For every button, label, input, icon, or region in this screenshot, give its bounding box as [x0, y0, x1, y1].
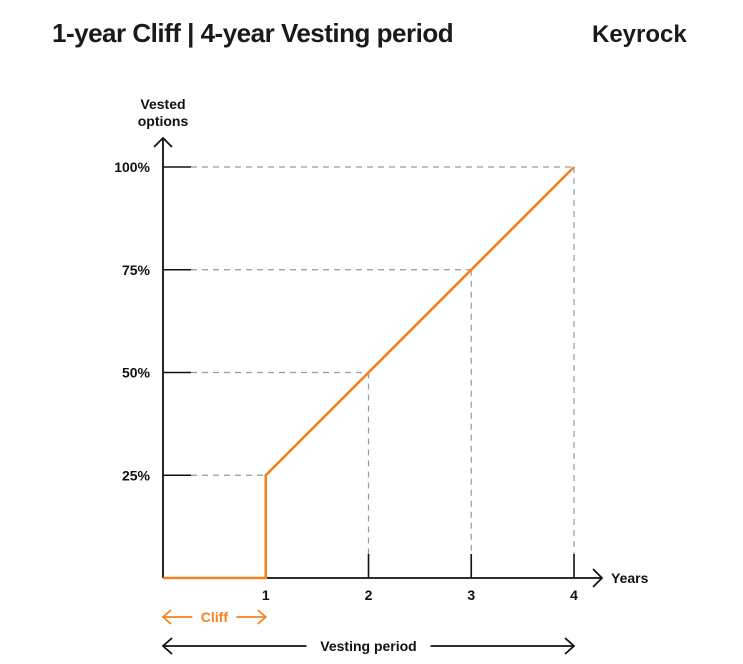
x-axis-title: Years [611, 570, 649, 586]
y-tick-label-2: 75% [122, 262, 151, 278]
y-tick-label-3: 100% [114, 159, 150, 175]
cliff-arrow-right-head [257, 609, 268, 625]
series-line-0 [163, 166, 575, 580]
cliff-arrow-left-head [161, 609, 172, 625]
guide-lines [191, 166, 575, 578]
page-title: 1-year Cliff | 4-year Vesting period [52, 18, 453, 48]
tick-labels: 25% 50% 75% 100% 1 2 3 4 [114, 159, 578, 603]
x-tick-label-2: 3 [467, 587, 475, 603]
series [163, 166, 575, 580]
vesting-arrow-right-head [564, 637, 576, 655]
y-axis-title-line1: Vested [140, 96, 185, 112]
cliff-label: Cliff [201, 609, 229, 625]
y-axis-title-line2: options [138, 113, 189, 129]
y-tick-label-0: 25% [122, 467, 151, 483]
annotations: Cliff Vesting period [161, 609, 576, 655]
vesting-arrow-left-head [161, 637, 173, 655]
x-axis-arrow [592, 568, 604, 588]
y-axis-arrow [153, 136, 173, 148]
y-tick-label-1: 50% [122, 365, 151, 381]
brand-logo: Keyrock [592, 21, 687, 48]
x-tick-label-3: 4 [570, 587, 578, 603]
x-tick-label-0: 1 [262, 587, 270, 603]
vesting-label: Vesting period [320, 638, 416, 654]
x-tick-label-1: 2 [365, 587, 373, 603]
